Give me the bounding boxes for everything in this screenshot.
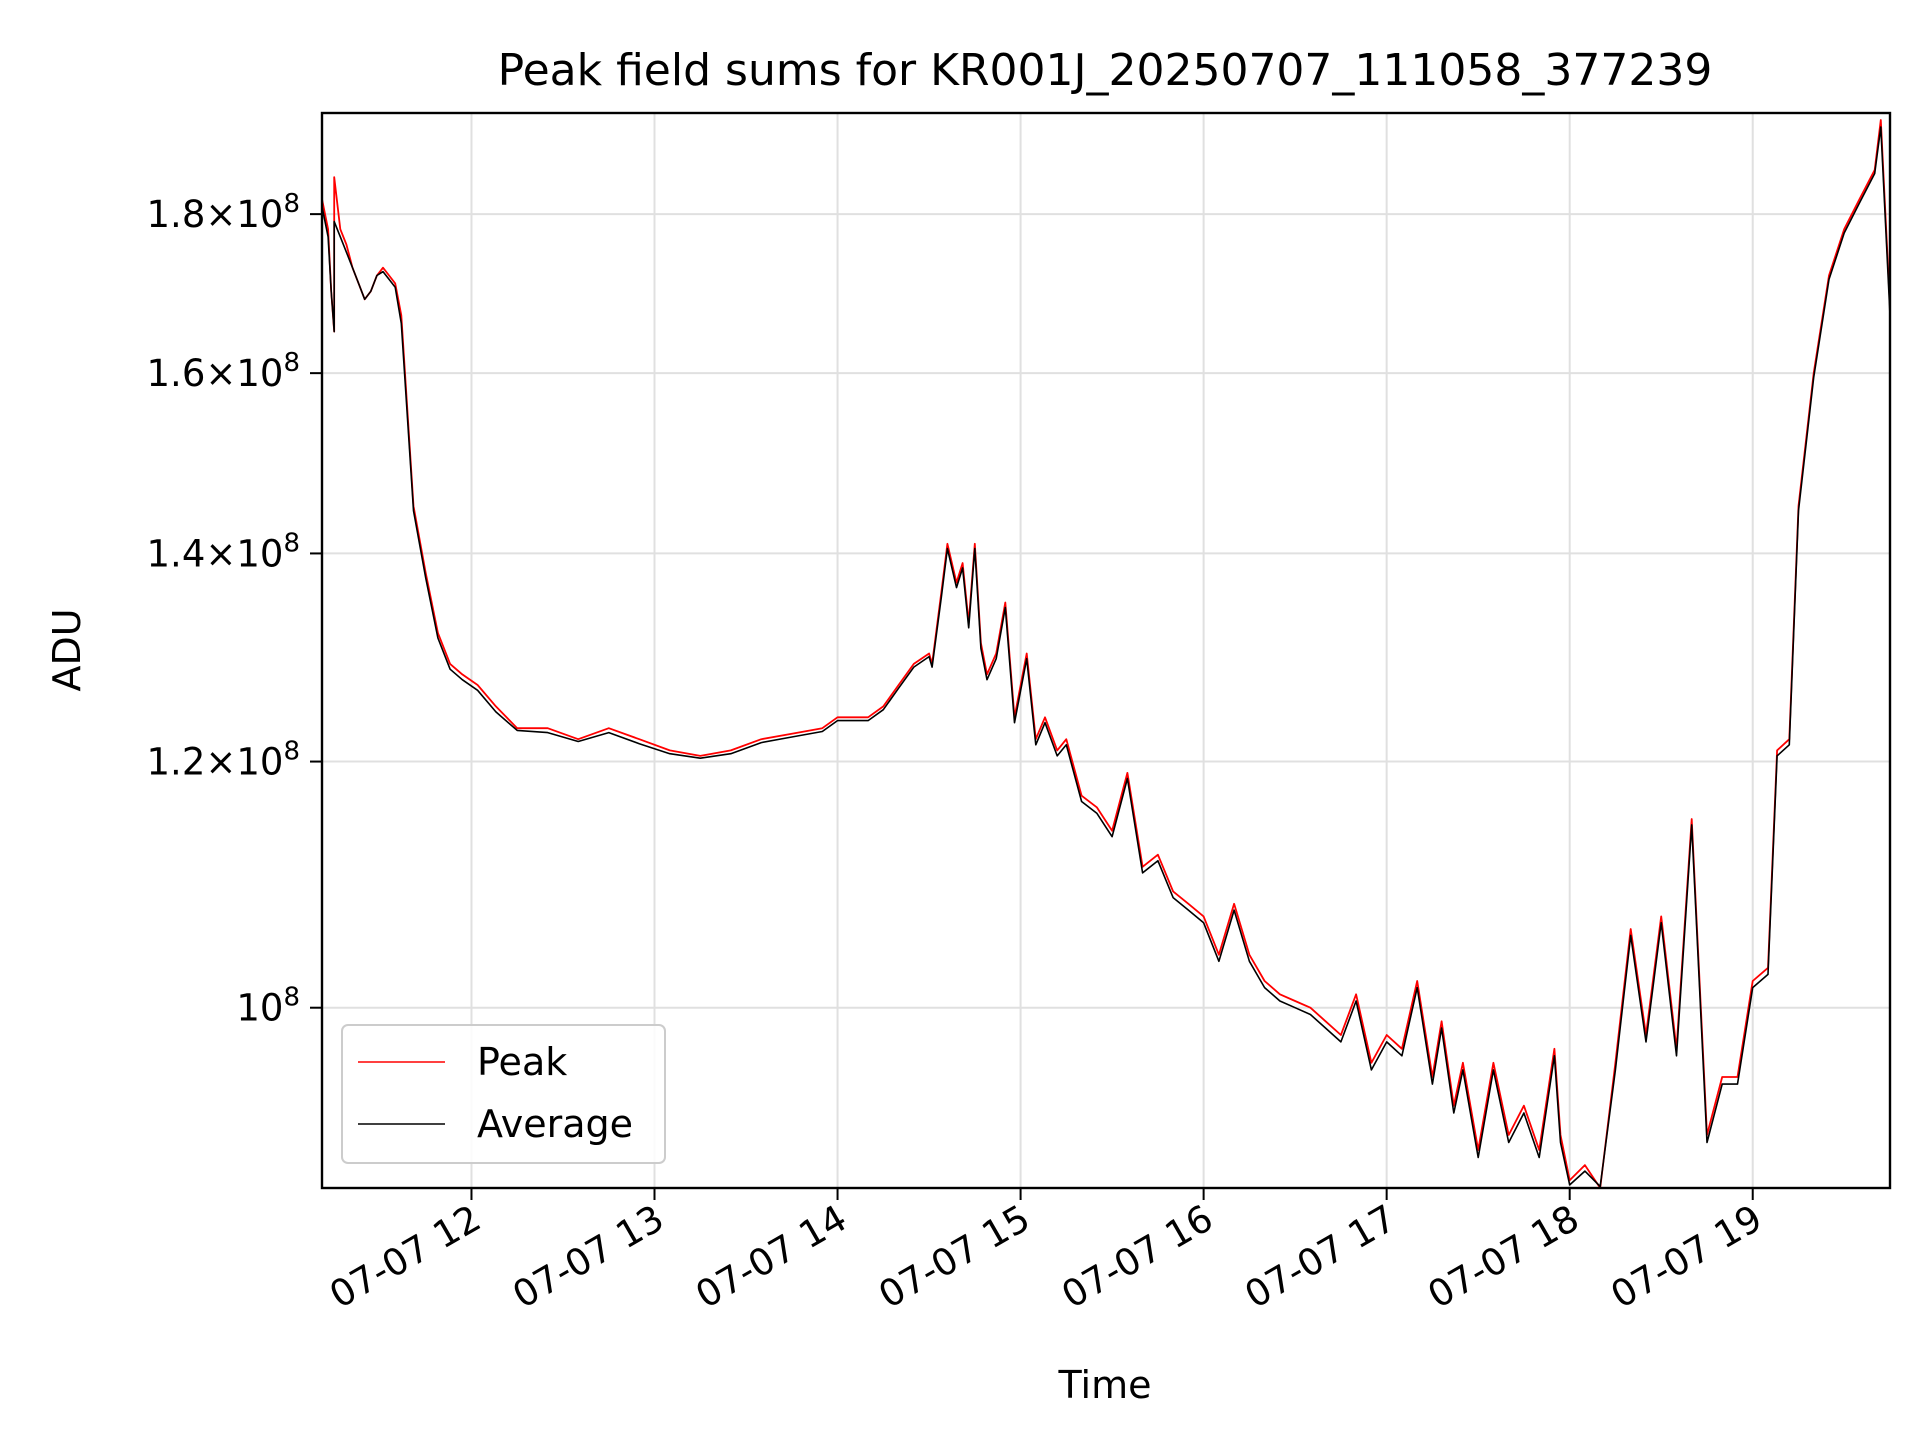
y-tick-label: 108: [236, 983, 300, 1030]
x-tick-label: 07-07 17: [1238, 1197, 1404, 1317]
y-tick-label: 1.4×108: [147, 528, 300, 575]
x-tick-label: 07-07 12: [322, 1197, 488, 1317]
chart-title: Peak field sums for KR001J_20250707_1110…: [498, 45, 1713, 96]
y-tick-label: 1.2×108: [147, 737, 300, 784]
x-tick-label: 07-07 14: [688, 1197, 854, 1317]
legend-box: [341, 1024, 666, 1164]
grid-lines: [322, 113, 1890, 1188]
series-layer: [321, 119, 1891, 1189]
x-tick-label: 07-07 18: [1421, 1197, 1587, 1317]
y-tick-label: 1.8×108: [147, 189, 300, 236]
x-axis: 07-07 12 07-07 13 07-07 14 07-07 15 07-07 16…: [322, 1188, 1769, 1317]
legend: Peak Average: [341, 1024, 666, 1164]
x-tick-label: 07-07 15: [872, 1197, 1038, 1317]
series-line-average: [321, 126, 1891, 1188]
y-axis: 108 1.2×108 1.4×108 1.6×108 1.8×108: [147, 189, 322, 1030]
y-axis-label: ADU: [45, 608, 89, 691]
x-axis-label: Time: [1058, 1363, 1152, 1407]
y-tick-label: 1.6×108: [147, 348, 300, 395]
x-tick-label: 07-07 13: [505, 1197, 671, 1317]
legend-label-peak: Peak: [477, 1040, 567, 1084]
x-tick-label: 07-07 16: [1055, 1197, 1221, 1317]
series-line-peak: [321, 119, 1891, 1189]
plot-area-frame: [320, 111, 1892, 1190]
x-tick-label: 07-07 19: [1604, 1197, 1770, 1317]
legend-label-average: Average: [477, 1102, 633, 1146]
